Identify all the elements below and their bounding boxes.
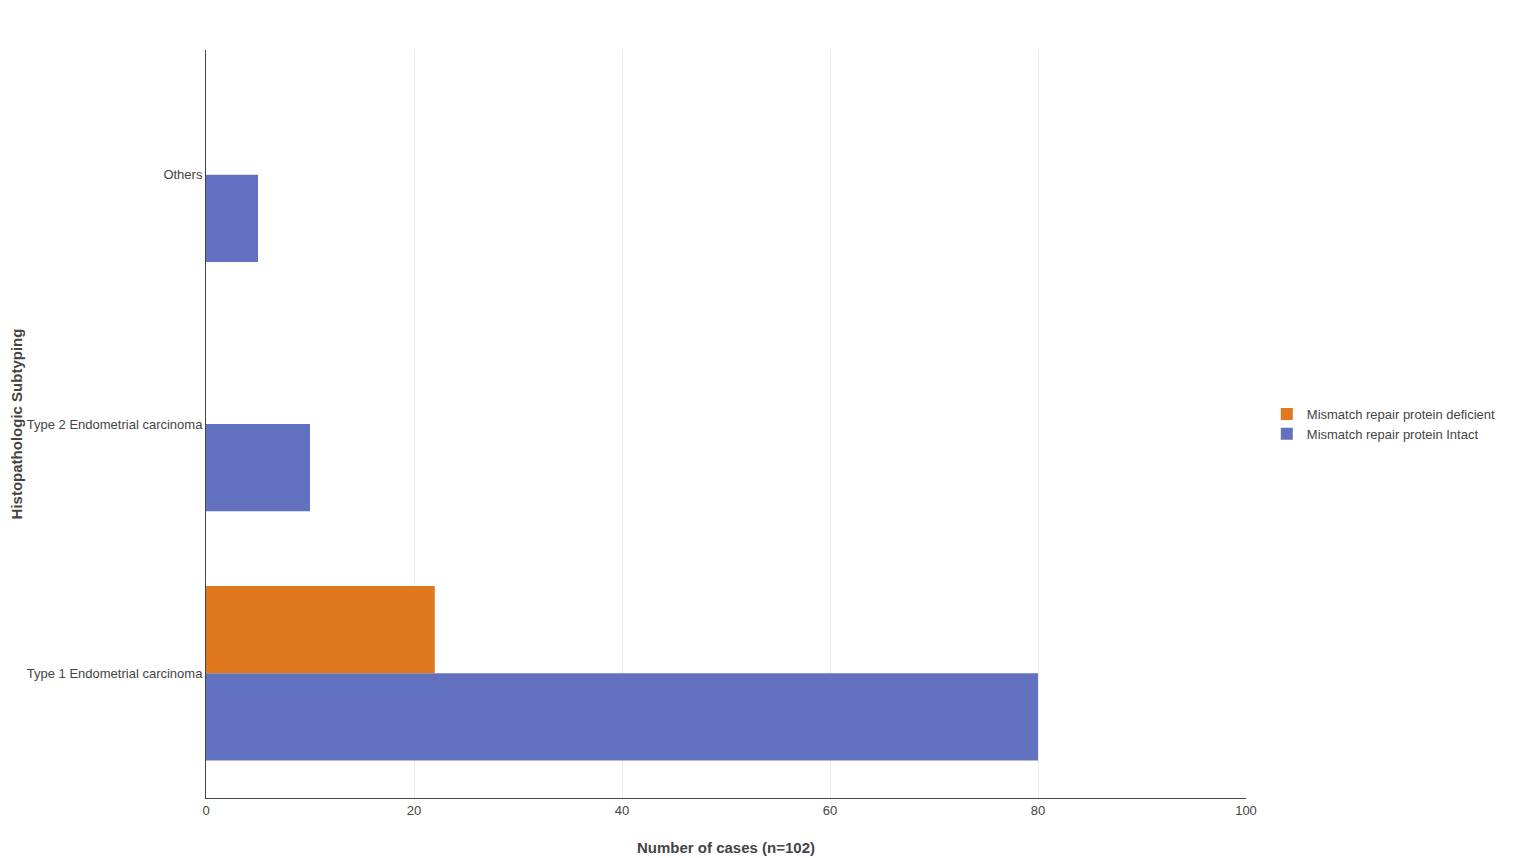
svg-text:Mismatch repair protein Intact: Mismatch repair protein Intact (1307, 427, 1479, 442)
svg-text:60: 60 (823, 803, 837, 818)
svg-text:Histopathologic Subtyping: Histopathologic Subtyping (8, 329, 25, 520)
svg-text:0: 0 (202, 803, 209, 818)
svg-text:Type 2 Endometrial carcinoma: Type 2 Endometrial carcinoma (27, 417, 203, 432)
svg-text:40: 40 (615, 803, 629, 818)
svg-text:Mismatch repair protein defici: Mismatch repair protein deficient (1307, 407, 1495, 422)
svg-text:Number of cases (n=102): Number of cases (n=102) (637, 839, 815, 856)
svg-text:100: 100 (1235, 803, 1257, 818)
svg-text:Others: Others (163, 167, 203, 182)
svg-text:20: 20 (407, 803, 421, 818)
svg-text:80: 80 (1031, 803, 1045, 818)
svg-text:Type 1 Endometrial carcinoma: Type 1 Endometrial carcinoma (27, 666, 203, 681)
